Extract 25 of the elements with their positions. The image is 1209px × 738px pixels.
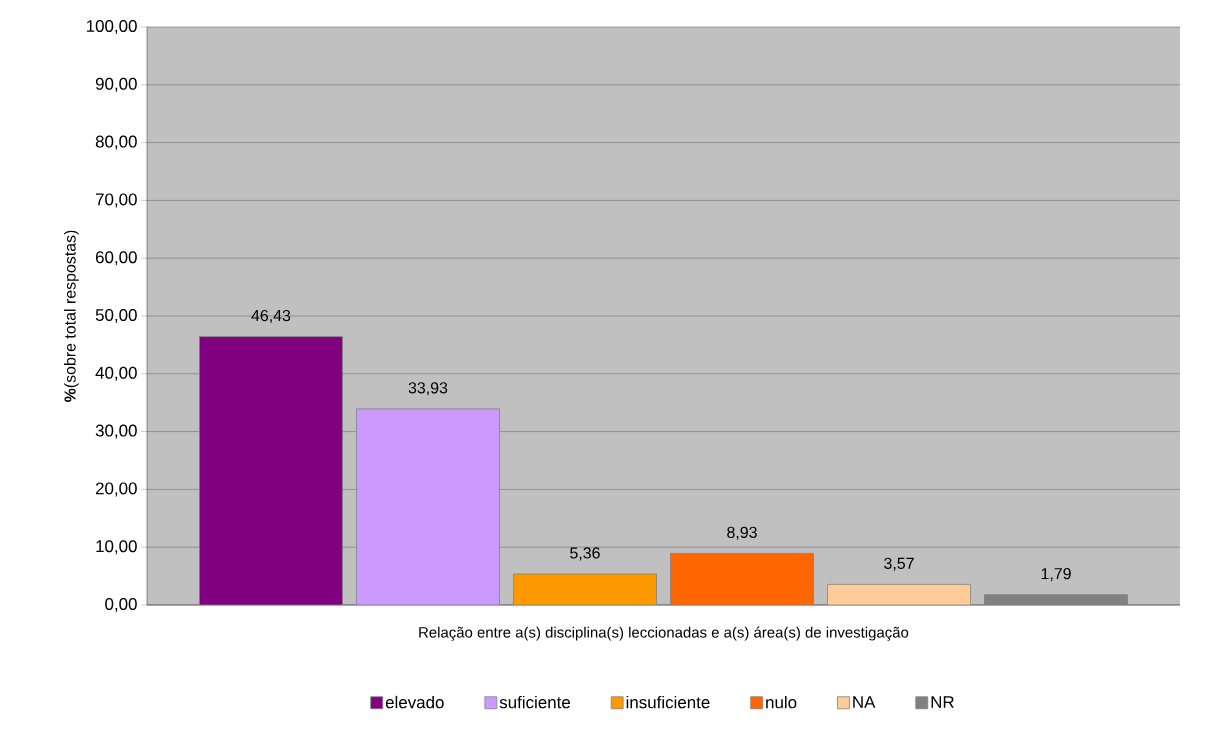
legend-label: NA (853, 696, 876, 708)
data-label: 5,36 (570, 547, 600, 561)
legend-label: nulo (766, 695, 797, 709)
y-tick-label: 50,00 (95, 309, 137, 323)
y-tick-label: 90,00 (95, 77, 137, 92)
y-tick-label: 70,00 (95, 193, 137, 208)
data-label: 46,43 (251, 309, 291, 324)
y-tick-label: 30,00 (95, 424, 137, 439)
x-tick-label: Relação entre a(s) disciplina(s) leccionadas e a(s) área(s) de investigação (419, 626, 909, 641)
y-axis-title: %(sobre total respostas) (63, 230, 79, 402)
legend-label: elevado (385, 695, 444, 709)
data-label: 3,57 (884, 557, 914, 571)
legend-label: insuficiente (626, 695, 710, 709)
y-tick-label: 10,00 (96, 540, 137, 555)
y-tick-label: 80,00 (95, 135, 137, 150)
y-tick-label: 0,00 (105, 598, 137, 612)
legend-label: NR (931, 696, 954, 708)
y-tick-label: 100,00 (86, 19, 137, 34)
data-label: 1,79 (1041, 567, 1071, 582)
y-tick-label: 60,00 (95, 251, 137, 266)
legend-label: suficiente (499, 695, 571, 709)
data-label: 8,93 (727, 526, 757, 540)
data-label: 33,93 (408, 382, 448, 396)
y-tick-label: 20,00 (95, 482, 137, 497)
y-tick-label: 40,00 (95, 366, 137, 381)
